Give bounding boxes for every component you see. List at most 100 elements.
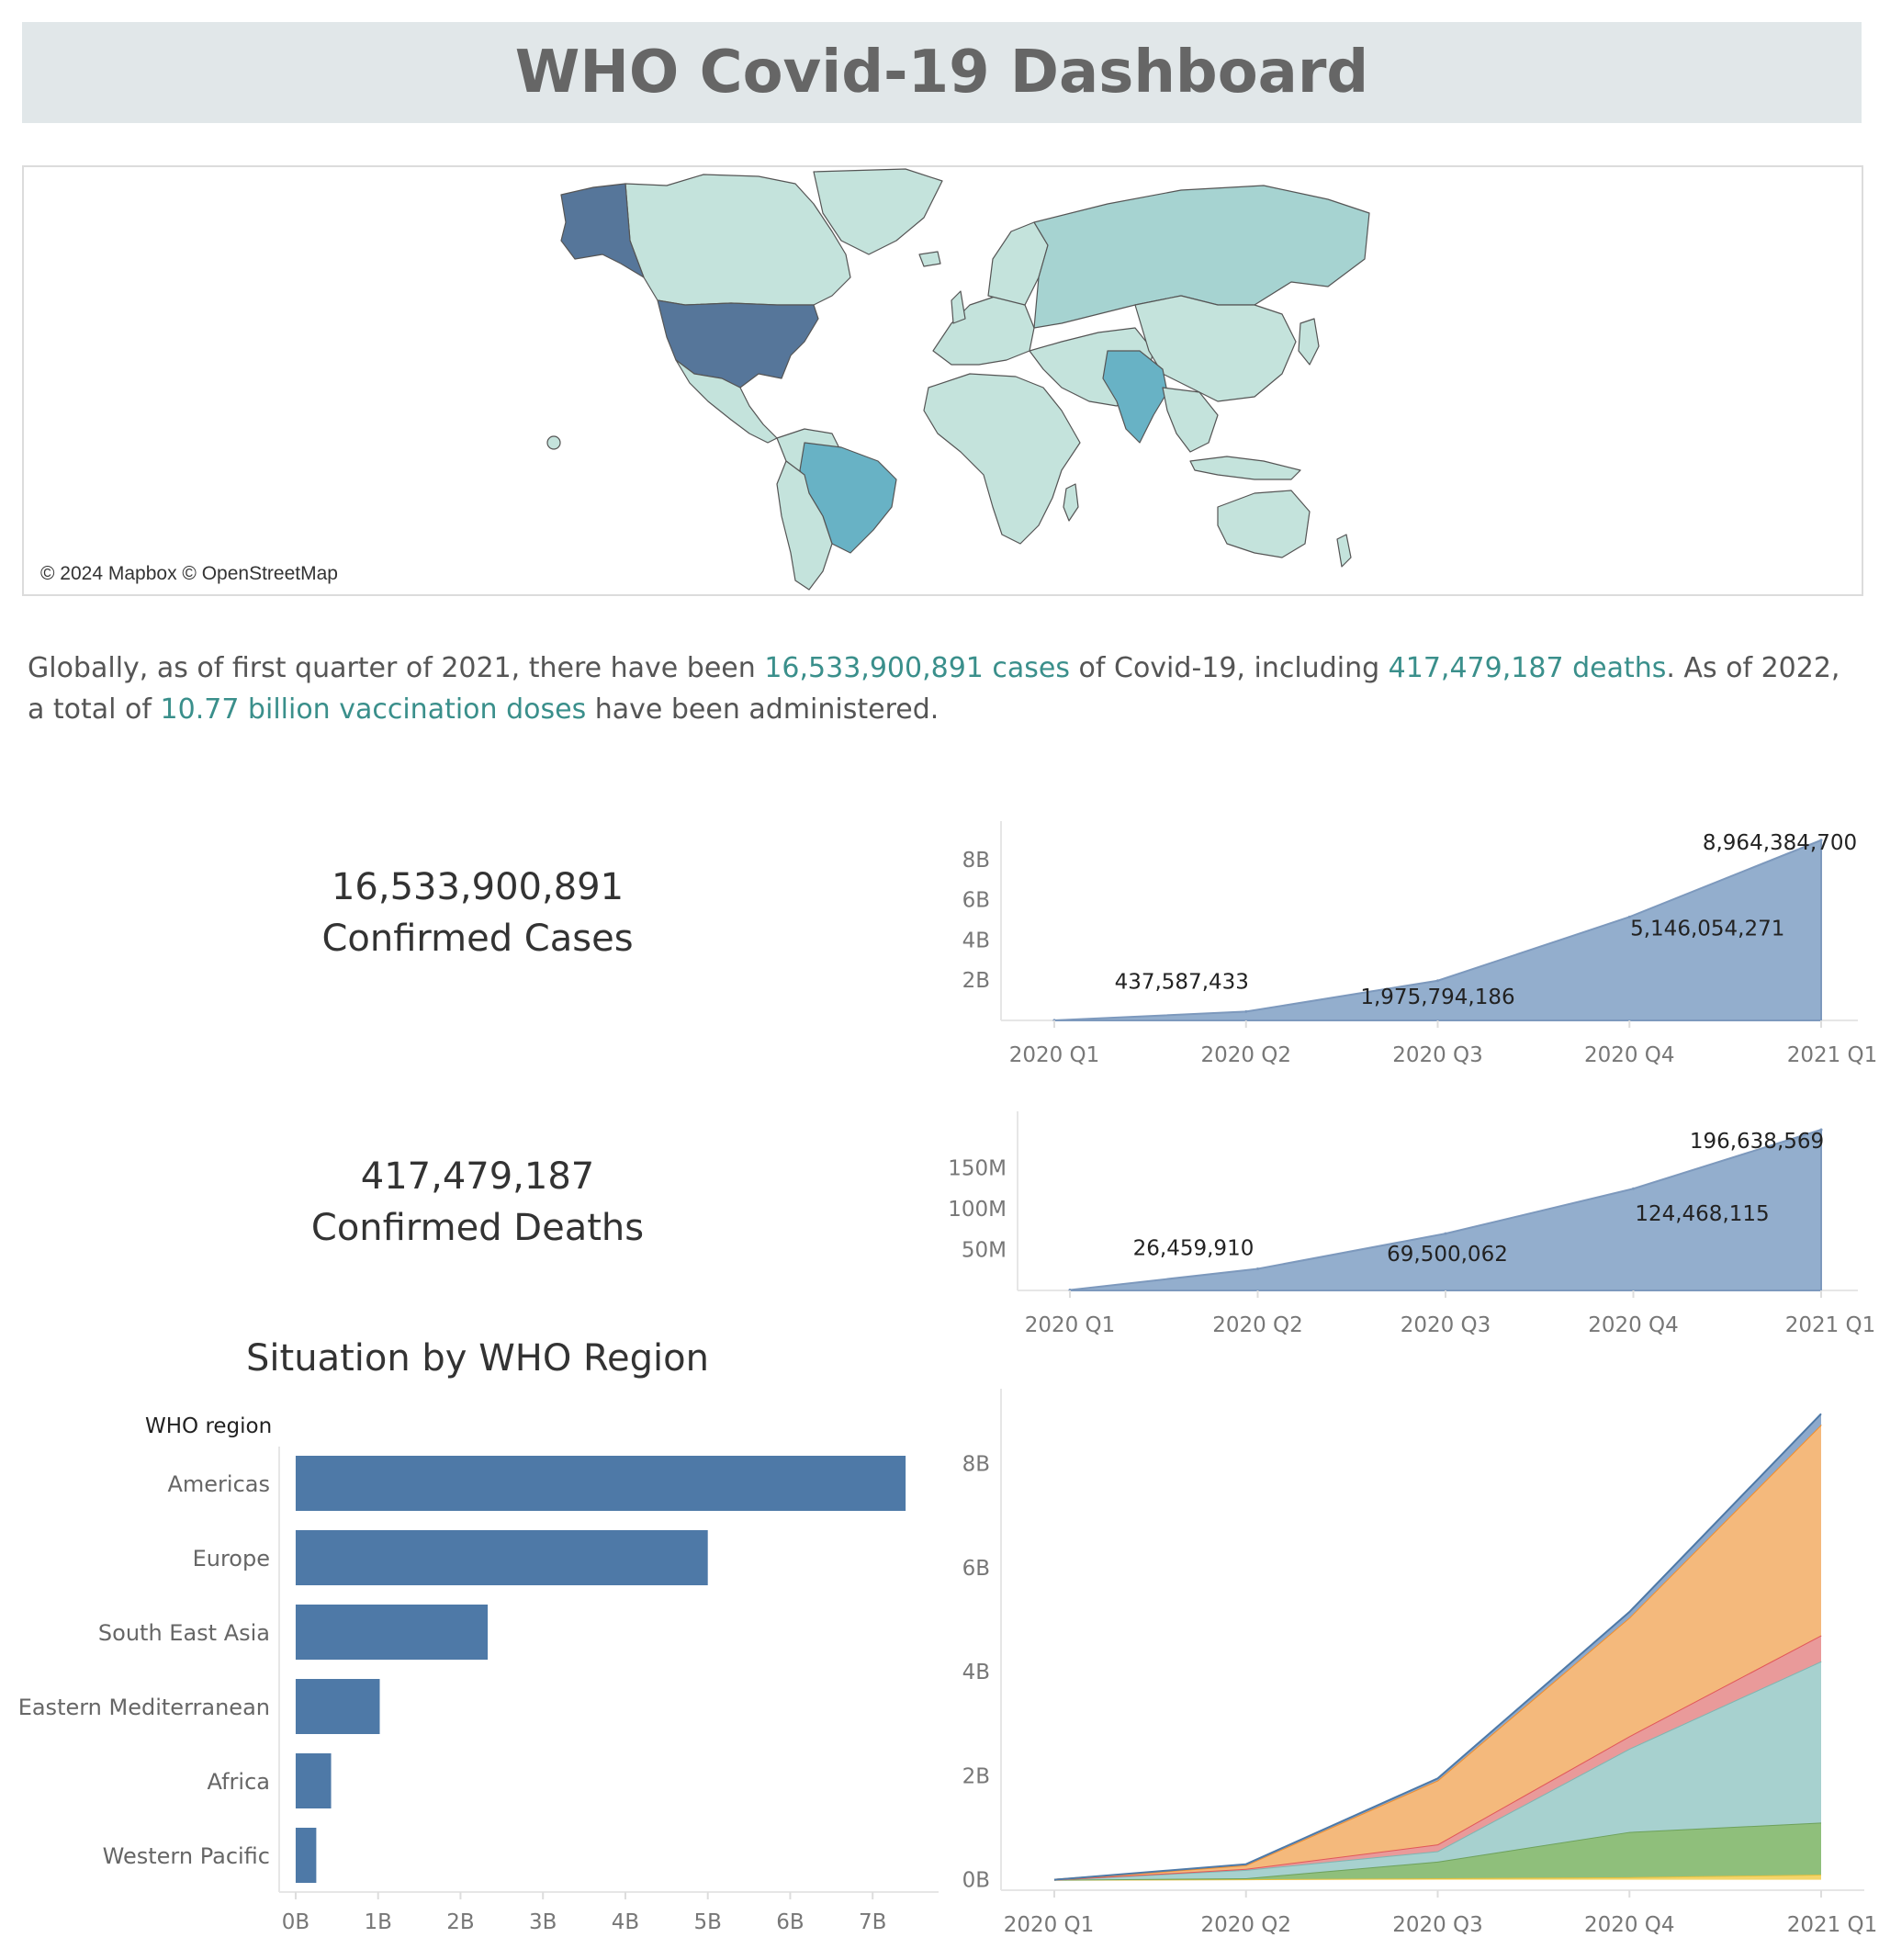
summary-deaths-highlight: 417,479,187 deaths bbox=[1388, 652, 1667, 684]
kpi-confirmed-deaths: 417,479,187 Confirmed Deaths bbox=[147, 1151, 808, 1254]
summary-doses-highlight: 10.77 billion vaccination doses bbox=[160, 693, 587, 726]
x-tick-label: 2020 Q4 bbox=[1584, 1913, 1675, 1937]
country-uk bbox=[951, 290, 966, 324]
bar[interactable] bbox=[295, 1753, 332, 1808]
data-point[interactable] bbox=[1244, 1009, 1248, 1013]
data-point[interactable] bbox=[1819, 1128, 1823, 1132]
y-tick-label: 2B bbox=[962, 1764, 990, 1788]
data-label: 437,587,433 bbox=[1115, 970, 1249, 994]
stack-series-line bbox=[1053, 1413, 1822, 1881]
stack-series-area[interactable] bbox=[1054, 1822, 1821, 1880]
x-tick-label: 2020 Q1 bbox=[1009, 1043, 1100, 1067]
category-label: Western Pacific bbox=[103, 1843, 270, 1869]
y-tick-label: 0B bbox=[962, 1869, 990, 1893]
country-madagascar bbox=[1063, 483, 1079, 522]
country-australia bbox=[1217, 490, 1311, 558]
x-tick-label: 1B bbox=[364, 1910, 391, 1934]
y-tick-label: 2B bbox=[962, 969, 990, 993]
stack-series-area[interactable] bbox=[1054, 1875, 1821, 1880]
bar-axis-header: WHO region bbox=[145, 1414, 272, 1438]
summary-part: have been administered. bbox=[586, 693, 940, 726]
country-canada bbox=[624, 174, 851, 306]
country-greenland bbox=[813, 168, 943, 255]
category-label: Eastern Mediterranean bbox=[18, 1695, 270, 1720]
x-tick-label: 2020 Q2 bbox=[1200, 1913, 1291, 1937]
data-label: 5,146,054,271 bbox=[1630, 917, 1784, 941]
country-iceland bbox=[918, 251, 941, 267]
summary-cases-highlight: 16,533,900,891 cases bbox=[764, 652, 1071, 684]
data-point[interactable] bbox=[1632, 1187, 1635, 1190]
cases-area-chart[interactable]: 2B 4B 6B 8B 2020 Q1 2020 Q2 2020 Q3 2020 Q4 2021… bbox=[962, 821, 1878, 1067]
data-label: 1,975,794,186 bbox=[1360, 986, 1514, 1009]
x-tick-label: 4B bbox=[612, 1910, 639, 1934]
bar[interactable] bbox=[295, 1456, 906, 1511]
deaths-area-chart[interactable]: 50M 100M 150M 2020 Q1 2020 Q2 2020 Q3 2020 Q4 2… bbox=[948, 1111, 1875, 1337]
data-label: 8,964,384,700 bbox=[1703, 831, 1857, 855]
x-tick-label: 2020 Q4 bbox=[1588, 1313, 1679, 1337]
kpi-confirmed-cases: 16,533,900,891 Confirmed Cases bbox=[147, 862, 808, 964]
category-label: Europe bbox=[193, 1546, 270, 1571]
world-map[interactable]: © 2024 Mapbox © OpenStreetMap bbox=[22, 165, 1863, 596]
country-sa-south bbox=[776, 460, 833, 591]
data-label: 196,638,569 bbox=[1690, 1130, 1824, 1154]
data-point[interactable] bbox=[1256, 1267, 1259, 1270]
y-tick-label: 150M bbox=[948, 1157, 1007, 1181]
y-tick-label: 8B bbox=[962, 849, 990, 873]
summary-part: Globally, as of first quarter of 2021, t… bbox=[28, 652, 765, 684]
country-se-asia bbox=[1162, 387, 1219, 453]
y-tick-label: 8B bbox=[962, 1453, 990, 1477]
country-alaska bbox=[560, 183, 645, 278]
kpi-value: 16,533,900,891 bbox=[331, 866, 624, 908]
x-tick-label: 2020 Q2 bbox=[1200, 1043, 1291, 1067]
y-tick-label: 4B bbox=[962, 929, 990, 952]
choropleth-map[interactable] bbox=[24, 167, 1862, 594]
x-tick-label: 2021 Q1 bbox=[1785, 1313, 1876, 1337]
bar[interactable] bbox=[295, 1605, 489, 1660]
summary-part: . As of 2022, a total of bbox=[28, 652, 1840, 726]
x-tick-label: 2B bbox=[446, 1910, 474, 1934]
x-tick-label: 2020 Q1 bbox=[1004, 1913, 1095, 1937]
x-tick-label: 6B bbox=[776, 1910, 804, 1934]
data-point[interactable] bbox=[1444, 1232, 1447, 1235]
data-label: 69,500,062 bbox=[1387, 1243, 1508, 1267]
x-tick-label: 2021 Q1 bbox=[1787, 1913, 1878, 1937]
region-stacked-area-chart[interactable]: 0B 2B 4B 6B 8B 2020 Q1 2020 Q2 2020 Q3 2020 Q4 20… bbox=[962, 1389, 1878, 1937]
data-label: 26,459,910 bbox=[1133, 1236, 1255, 1260]
map-attribution[interactable]: © 2024 Mapbox © OpenStreetMap bbox=[33, 561, 345, 587]
bar[interactable] bbox=[295, 1828, 317, 1883]
x-tick-label: 2020 Q2 bbox=[1212, 1313, 1303, 1337]
country-africa bbox=[923, 373, 1081, 545]
country-japan bbox=[1298, 318, 1320, 366]
category-label: Americas bbox=[167, 1471, 270, 1497]
y-tick-label: 6B bbox=[962, 889, 990, 913]
summary-text: Globally, as of first quarter of 2021, t… bbox=[28, 648, 1855, 730]
kpi-label: Confirmed Cases bbox=[321, 918, 634, 960]
stack-series-area[interactable] bbox=[1054, 1661, 1821, 1880]
region-section-title: Situation by WHO Region bbox=[246, 1337, 709, 1380]
x-tick-label: 2020 Q3 bbox=[1392, 1913, 1483, 1937]
country-india bbox=[1102, 350, 1168, 444]
data-point[interactable] bbox=[1819, 839, 1823, 842]
kpi-value: 417,479,187 bbox=[360, 1155, 595, 1198]
summary-part: of Covid-19, including bbox=[1070, 652, 1389, 684]
stack-series-area[interactable] bbox=[1054, 1425, 1821, 1880]
y-tick-label: 50M bbox=[962, 1239, 1007, 1263]
area-series[interactable] bbox=[1069, 1128, 1822, 1291]
data-point[interactable] bbox=[1627, 915, 1631, 918]
y-tick-label: 4B bbox=[962, 1661, 990, 1684]
x-tick-label: 2020 Q3 bbox=[1392, 1043, 1483, 1067]
bar[interactable] bbox=[295, 1530, 708, 1585]
country-indonesia bbox=[1189, 456, 1301, 480]
region-bar-chart[interactable]: WHO region Americas Europe South East Asia… bbox=[18, 1414, 939, 1934]
bar[interactable] bbox=[295, 1679, 380, 1734]
y-tick-label: 100M bbox=[948, 1198, 1007, 1222]
category-label: South East Asia bbox=[98, 1620, 270, 1646]
x-tick-label: 3B bbox=[529, 1910, 557, 1934]
kpi-label: Confirmed Deaths bbox=[310, 1207, 645, 1249]
title-bar: WHO Covid-19 Dashboard bbox=[22, 22, 1862, 123]
data-point[interactable] bbox=[1436, 979, 1439, 983]
category-label: Africa bbox=[208, 1769, 270, 1795]
area-series[interactable] bbox=[1053, 839, 1822, 1021]
x-tick-label: 2020 Q3 bbox=[1401, 1313, 1491, 1337]
